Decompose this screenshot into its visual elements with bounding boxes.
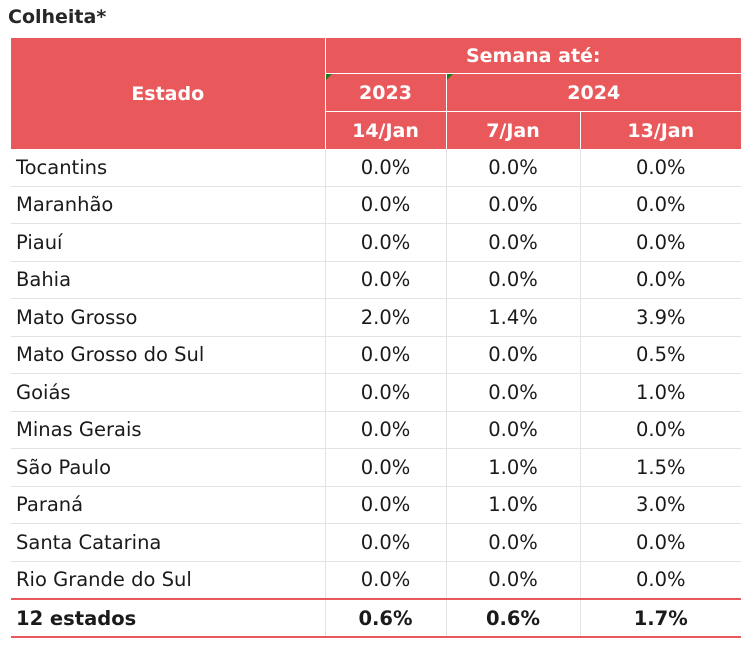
- week-header: 13/Jan: [579, 111, 741, 149]
- value-cell: 0.0%: [445, 149, 580, 187]
- state-cell: Paraná: [11, 486, 325, 524]
- year-label: 2023: [359, 81, 412, 104]
- value-cell: 1.0%: [579, 373, 741, 412]
- table-title: Colheita*: [8, 6, 107, 28]
- table-row: Santa Catarina 0.0% 0.0% 0.0%: [11, 523, 741, 562]
- value-cell: 0.0%: [324, 448, 446, 487]
- value-cell: 0.0%: [324, 223, 446, 262]
- year-header-2024: 2024: [445, 73, 741, 112]
- state-cell: Mato Grosso: [11, 298, 325, 337]
- value-cell: 0.0%: [324, 373, 446, 412]
- value-cell: 0.0%: [324, 336, 446, 374]
- total-label: 12 estados: [11, 598, 325, 638]
- total-value: 0.6%: [445, 598, 580, 638]
- value-cell: 0.0%: [445, 336, 580, 374]
- value-cell: 0.0%: [579, 523, 741, 562]
- table-row: São Paulo 0.0% 1.0% 1.5%: [11, 448, 741, 487]
- table-row: Tocantins 0.0% 0.0% 0.0%: [11, 149, 741, 187]
- value-cell: 3.0%: [579, 486, 741, 524]
- value-cell: 0.0%: [579, 186, 741, 224]
- value-cell: 0.0%: [579, 261, 741, 299]
- year-label: 2024: [567, 81, 621, 104]
- value-cell: 0.5%: [579, 336, 741, 374]
- week-header: 14/Jan: [324, 111, 446, 149]
- value-cell: 0.0%: [445, 373, 580, 412]
- state-cell: Tocantins: [11, 149, 325, 187]
- comment-marker-icon: [325, 74, 332, 80]
- value-cell: 0.0%: [579, 223, 741, 262]
- value-cell: 0.0%: [445, 223, 580, 262]
- total-value: 1.7%: [579, 598, 741, 638]
- value-cell: 0.0%: [579, 411, 741, 449]
- total-value: 0.6%: [324, 598, 446, 638]
- column-header-state: Estado: [11, 38, 325, 149]
- total-row: 12 estados 0.6% 0.6% 1.7%: [11, 598, 741, 638]
- comment-marker-icon: [446, 74, 453, 80]
- value-cell: 3.9%: [579, 298, 741, 337]
- table-row: Bahia 0.0% 0.0% 0.0%: [11, 261, 741, 299]
- harvest-table: Estado Semana até: 2023 2024 14/Jan 7/Ja…: [11, 38, 741, 638]
- table-row: Mato Grosso 2.0% 1.4% 3.9%: [11, 298, 741, 337]
- week-header: 7/Jan: [445, 111, 580, 149]
- year-header-2023: 2023: [324, 73, 446, 112]
- value-cell: 0.0%: [445, 261, 580, 299]
- value-cell: 0.0%: [324, 561, 446, 600]
- value-cell: 0.0%: [445, 186, 580, 224]
- value-cell: 0.0%: [445, 561, 580, 600]
- state-cell: Rio Grande do Sul: [11, 561, 325, 600]
- value-cell: 0.0%: [324, 149, 446, 187]
- value-cell: 0.0%: [324, 261, 446, 299]
- value-cell: 0.0%: [324, 486, 446, 524]
- table-row: Mato Grosso do Sul 0.0% 0.0% 0.5%: [11, 336, 741, 374]
- value-cell: 0.0%: [445, 411, 580, 449]
- state-cell: Goiás: [11, 373, 325, 412]
- state-cell: São Paulo: [11, 448, 325, 487]
- value-cell: 0.0%: [324, 186, 446, 224]
- table-row: Goiás 0.0% 0.0% 1.0%: [11, 373, 741, 412]
- state-cell: Minas Gerais: [11, 411, 325, 449]
- table-row: Minas Gerais 0.0% 0.0% 0.0%: [11, 411, 741, 449]
- value-cell: 0.0%: [579, 149, 741, 187]
- value-cell: 0.0%: [324, 523, 446, 562]
- value-cell: 0.0%: [324, 411, 446, 449]
- state-cell: Piauí: [11, 223, 325, 262]
- table-row: Paraná 0.0% 1.0% 3.0%: [11, 486, 741, 524]
- value-cell: 0.0%: [579, 561, 741, 600]
- state-cell: Maranhão: [11, 186, 325, 224]
- value-cell: 1.4%: [445, 298, 580, 337]
- table-row: Rio Grande do Sul 0.0% 0.0% 0.0%: [11, 561, 741, 600]
- state-cell: Mato Grosso do Sul: [11, 336, 325, 374]
- table-row: Piauí 0.0% 0.0% 0.0%: [11, 223, 741, 262]
- value-cell: 1.0%: [445, 448, 580, 487]
- table-row: Maranhão 0.0% 0.0% 0.0%: [11, 186, 741, 224]
- value-cell: 1.5%: [579, 448, 741, 487]
- state-cell: Santa Catarina: [11, 523, 325, 562]
- value-cell: 2.0%: [324, 298, 446, 337]
- state-cell: Bahia: [11, 261, 325, 299]
- value-cell: 0.0%: [445, 523, 580, 562]
- value-cell: 1.0%: [445, 486, 580, 524]
- column-group-header-week: Semana até:: [324, 38, 741, 74]
